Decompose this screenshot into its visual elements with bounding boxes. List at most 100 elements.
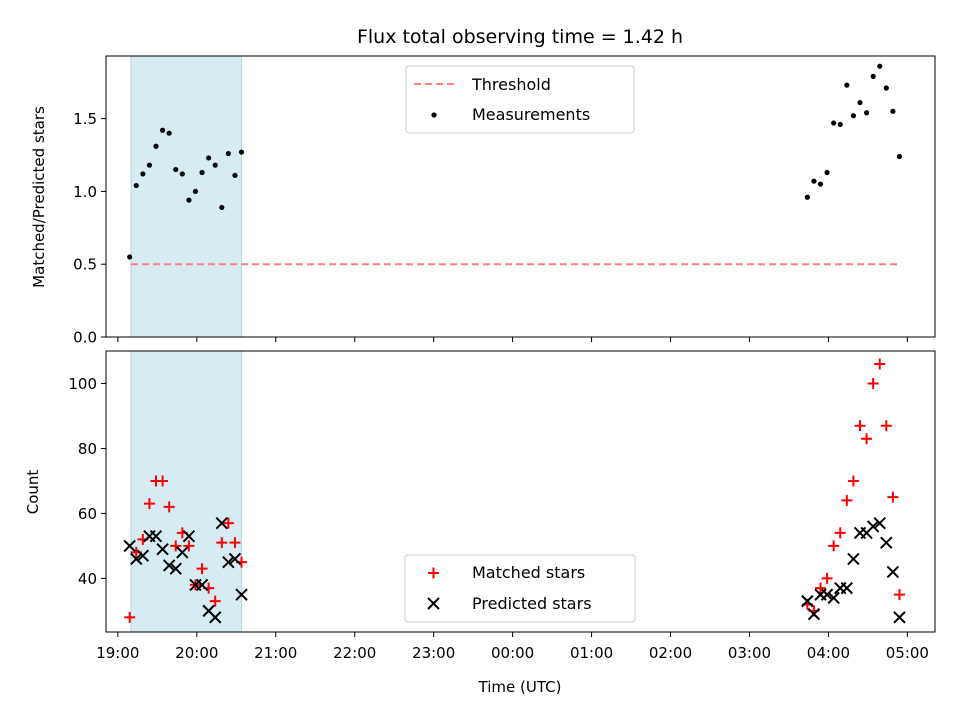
chart-title: Flux total observing time = 1.42 h — [357, 26, 683, 48]
y-tick-label: 60 — [78, 505, 97, 523]
predicted-stars-point — [162, 559, 176, 572]
predicted-stars-point — [156, 542, 169, 556]
matched-stars-legend-label: Matched stars — [472, 563, 585, 582]
measurements-point — [127, 254, 133, 260]
measurements-point — [804, 194, 810, 200]
matched-stars-point — [196, 563, 208, 575]
bottom-legend: Matched stars Predicted stars — [404, 554, 636, 623]
measurements-point — [192, 188, 199, 195]
predicted-stars-point — [215, 516, 229, 530]
bottom-y-axis-label: Count — [24, 470, 42, 515]
predicted-stars-point — [228, 552, 242, 566]
matched-stars-point — [893, 589, 905, 601]
x-tick-label: 02:00 — [649, 644, 692, 662]
predicted-stars-point — [893, 611, 906, 624]
predicted-stars-legend-marker — [427, 597, 440, 610]
plot-frame — [105, 55, 936, 338]
matched-stars-point — [124, 611, 136, 623]
measurements-point — [199, 169, 205, 176]
measurements-point — [896, 153, 903, 160]
measurements-point — [225, 150, 231, 157]
measurements-point — [206, 155, 212, 161]
matched-stars-point — [209, 595, 221, 607]
measurements-point — [133, 182, 139, 189]
measurements-legend-label: Measurements — [472, 105, 590, 124]
predicted-stars-point — [886, 565, 900, 579]
x-tick-label: 05:00 — [886, 644, 929, 662]
top-panel: 0.0 0.5 1.0 1.5 — [73, 55, 936, 347]
y-tick-label: 1.0 — [73, 183, 97, 201]
predicted-stars-point — [235, 588, 248, 601]
measurements-point — [890, 108, 896, 114]
x-tick-label: 22:00 — [333, 644, 376, 662]
predicted-stars-point — [820, 588, 834, 601]
predicted-stars-point — [801, 594, 814, 608]
y-tick-label: 0.5 — [73, 256, 97, 274]
y-tick-label: 1.5 — [73, 110, 97, 128]
predicted-stars-point — [149, 529, 163, 543]
measurements-point — [173, 166, 179, 173]
x-tick-label: 23:00 — [412, 644, 455, 662]
measurements-point — [831, 120, 837, 126]
matched-stars-point — [183, 540, 195, 552]
matched-stars-point — [874, 358, 886, 370]
x-tick-label: 01:00 — [570, 644, 613, 662]
matched-stars-point — [828, 540, 840, 552]
measurements-point — [844, 82, 850, 88]
predicted-stars-point — [169, 562, 182, 575]
predicted-stars-point — [195, 578, 209, 592]
measurements-legend-marker — [431, 112, 437, 118]
y-tick-label: 80 — [78, 440, 97, 458]
measurements-point — [877, 63, 883, 69]
matched-stars-point — [867, 377, 879, 389]
predicted-stars-point — [209, 611, 222, 624]
measurements-point — [159, 127, 166, 133]
matched-stars-point — [229, 537, 241, 549]
predicted-stars-point — [880, 536, 893, 549]
matched-stars-point — [216, 537, 228, 549]
y-tick-label: 40 — [78, 570, 97, 588]
matched-stars-point — [222, 517, 234, 529]
top-legend-frame — [405, 65, 635, 134]
measurements-point — [837, 121, 843, 128]
predicted-stars-point — [827, 591, 840, 605]
measurements-point — [146, 162, 153, 168]
measurements-point — [863, 110, 870, 116]
matched-stars-point — [170, 540, 182, 552]
predicted-stars-point — [873, 516, 886, 530]
predicted-stars-point — [807, 607, 821, 621]
measurements-point — [883, 85, 889, 91]
measurements-point — [219, 204, 225, 211]
matched-stars-point — [854, 420, 866, 432]
predicted-stars-point — [222, 555, 235, 569]
predicted-stars-point — [136, 549, 150, 562]
measurements-point — [850, 113, 857, 119]
measurements-point — [212, 162, 218, 168]
y-tick-label: 100 — [68, 375, 97, 393]
measurements-point — [166, 130, 172, 136]
plot-frame — [105, 350, 936, 633]
x-tick-label: 03:00 — [728, 644, 771, 662]
measurements-point — [857, 99, 863, 106]
measurements-point — [238, 149, 245, 155]
predicted-stars-point — [847, 552, 860, 566]
matched-stars-point — [815, 582, 827, 594]
predicted-stars-point — [840, 581, 854, 595]
observing-span-shade — [130, 55, 243, 338]
bottom-panel: 40 60 80 100 19:00 20:00 21:00 22:00 23:00 00:00 0… — [68, 350, 936, 662]
measurements-point — [817, 181, 824, 187]
bottom-legend-frame — [404, 554, 636, 623]
predicted-stars-point — [123, 539, 136, 553]
predicted-stars-point — [182, 529, 196, 543]
threshold-legend-label: Threshold — [471, 75, 551, 94]
matched-stars-point — [157, 475, 169, 487]
matched-stars-point — [821, 572, 833, 584]
matched-stars-legend-marker — [428, 567, 439, 579]
measurements-point — [870, 73, 876, 79]
matched-stars-point — [887, 491, 899, 503]
measurements-point — [140, 171, 146, 177]
measurements-point — [186, 197, 192, 203]
x-tick-label: 04:00 — [807, 644, 850, 662]
measurements-point — [232, 172, 238, 178]
